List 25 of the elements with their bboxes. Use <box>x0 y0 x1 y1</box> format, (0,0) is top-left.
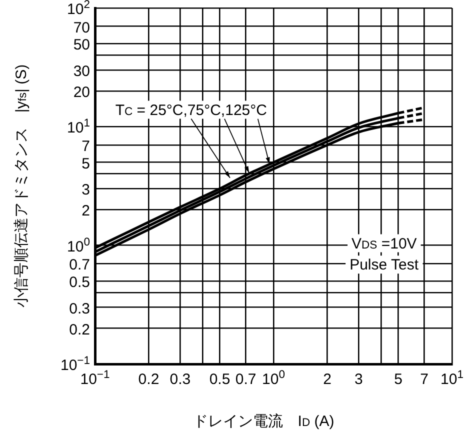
x-tick-label: 5 <box>394 371 402 388</box>
y-tick-label: 0.2 <box>69 321 90 338</box>
y-tick-label: 0.3 <box>69 300 90 318</box>
x-tick-label: 0.7 <box>235 371 256 388</box>
y-tick-label: 3 <box>82 182 90 199</box>
x-tick-label: 0.5 <box>209 371 230 388</box>
y-tick-label: 2 <box>82 202 90 220</box>
y-tick-label: 7 <box>82 138 90 156</box>
annotation: TC = 25°C,75°C,125°C <box>115 102 268 119</box>
y-tick-label: 0.7 <box>69 256 90 274</box>
annotation: Pulse Test <box>350 256 420 274</box>
y-tick-label: 20 <box>73 84 90 101</box>
y-tick-label: 0.5 <box>69 274 90 292</box>
x-tick-label: 3 <box>354 371 363 388</box>
x-tick-label: 0.2 <box>138 371 160 388</box>
annotation: VDS =10V <box>352 235 417 252</box>
x-tick-label: 7 <box>420 371 429 388</box>
y-axis-title: 小信号順伝達アドミタンス |yfs| (S) <box>13 64 30 308</box>
y-tick-label: 50 <box>73 36 90 54</box>
x-tick-label: 0.3 <box>170 371 191 388</box>
y-tick-label: 70 <box>73 19 90 36</box>
y-tick-label: 5 <box>82 155 90 172</box>
x-tick-label: 2 <box>323 371 332 388</box>
x-axis-title: ドレイン電流 ID (A) <box>192 413 334 430</box>
y-tick-label: 30 <box>73 63 90 80</box>
